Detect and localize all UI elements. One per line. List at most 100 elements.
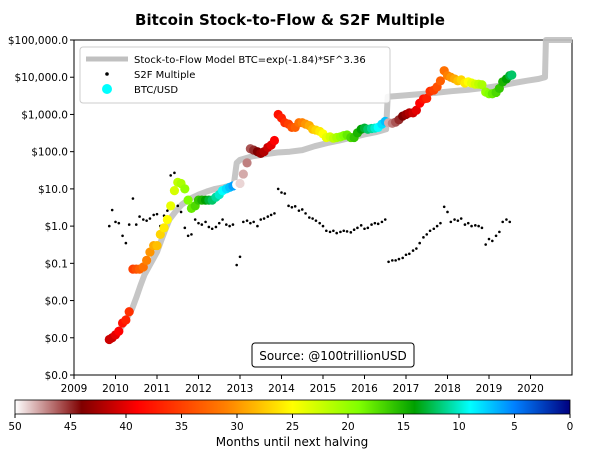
s2f-multiple-point (328, 230, 332, 234)
s2f-multiple-point (487, 237, 491, 241)
source-label: Source: @100trillionUSD (259, 349, 407, 363)
x-tick-label: 2012 (185, 383, 212, 395)
s2f-multiple-point (345, 230, 349, 233)
s2f-multiple-point (217, 221, 221, 225)
s2f-multiple-point (439, 221, 442, 225)
s2f-multiple-point (214, 225, 218, 229)
y-tick-label: $1,000.0 (21, 109, 68, 121)
s2f-multiple-point (142, 218, 145, 221)
s2f-multiple-point (221, 218, 224, 221)
s2f-multiple-point (466, 221, 470, 225)
s2f-multiple-point (145, 219, 148, 222)
btc-price-point (159, 223, 169, 233)
legend-price-swatch (102, 84, 112, 94)
s2f-multiple-point (311, 217, 314, 220)
colorbar-tick-label: 50 (8, 421, 21, 433)
x-tick-label: 2015 (310, 383, 337, 395)
s2f-multiple-point (404, 253, 408, 257)
source-box (251, 342, 415, 368)
colorbar-tick-label: 0 (567, 421, 574, 433)
s2f-multiple-point (401, 256, 404, 260)
s2f-multiple-point (173, 171, 176, 175)
s2f-multiple-point (127, 223, 131, 226)
s2f-multiple-point (266, 215, 270, 218)
btc-price-point (422, 93, 432, 103)
s2f-multiple-point (418, 241, 421, 245)
s2f-multiple-point (166, 209, 169, 212)
s2f-multiple-point (474, 224, 477, 227)
s2f-multiple-point (183, 226, 187, 230)
s2f-multiple-point (186, 234, 190, 238)
btc-price-point (124, 307, 134, 317)
s2f-multiple-point (107, 224, 111, 228)
legend-model-label: Stock-to-Flow Model BTC=exp(-1.84)*SF^3.… (134, 55, 366, 66)
x-tick-label: 2010 (102, 383, 129, 395)
s2f-multiple-point (380, 220, 384, 224)
btc-price-point (411, 105, 421, 115)
s2f-multiple-point (114, 220, 117, 224)
colorbar-tick-label: 30 (230, 421, 243, 433)
s2f-multiple-point (207, 225, 211, 229)
y-tick-label: $0.0 (45, 333, 68, 345)
s2f-multiple-point (314, 219, 318, 222)
s2f-multiple-point (193, 218, 197, 221)
s2f-multiple-point (494, 234, 498, 238)
s2f-multiple-point (477, 224, 480, 228)
s2f-multiple-point (262, 217, 266, 220)
s2f-multiple-point (176, 204, 180, 208)
s2f-multiple-point (456, 219, 460, 222)
s2f-multiple-point (117, 221, 121, 225)
s2f-multiple-point (197, 221, 200, 225)
y-tick-label: $10,000.0 (15, 72, 68, 84)
btc-price-point (152, 240, 162, 251)
colorbar-tick-label: 35 (175, 421, 188, 433)
colorbar-tick-label: 25 (286, 421, 299, 433)
s2f-multiple-point (415, 247, 418, 250)
s2f-multiple-point (335, 231, 338, 235)
s2f-multiple-point (276, 187, 280, 191)
s2f-multiple-point (349, 231, 353, 234)
chart-title: Bitcoin Stock-to-Flow & S2F Multiple (135, 11, 445, 29)
s2f-multiple-point (273, 212, 276, 215)
btc-price-point (435, 76, 446, 86)
colorbar-ticks: 50 45 40 35 30 25 20 15 10 5 0 (8, 414, 573, 433)
btc-price-point (166, 201, 176, 211)
s2f-multiple-point (394, 259, 397, 262)
s2f-multiple-point (484, 243, 487, 246)
s2f-multiple-point (121, 234, 124, 238)
y-tick-label: $1.0 (45, 221, 68, 233)
btc-price-point (477, 80, 487, 90)
legend-multiple-label: S2F Multiple (134, 70, 195, 81)
s2f-multiple-point (366, 226, 370, 230)
btc-price-point (121, 315, 131, 325)
s2f-multiple-point (408, 252, 411, 256)
x-tick-label: 2009 (61, 383, 88, 395)
s2f-multiple-point (245, 219, 249, 222)
s2f-multiple-point (318, 221, 321, 225)
s2f-multiple-point (200, 223, 204, 226)
y-axis: $100,000.0 $10,000.0 $1,000.0 $100.0 $10.0 $1… (8, 35, 74, 382)
x-tick-label: 2014 (268, 383, 295, 395)
s2f-multiple-point (138, 215, 141, 218)
s2f-multiple-point (425, 233, 429, 236)
y-tick-label: $0.1 (45, 258, 68, 270)
s2f-multiple-point (155, 212, 159, 216)
s2f-multiple-point (179, 210, 183, 214)
colorbar-tick-label: 5 (511, 421, 518, 433)
colorbar-tick-label: 15 (397, 421, 410, 433)
s2f-multiple-point (134, 223, 138, 226)
s2f-multiple-point (238, 255, 242, 259)
colorbar-label: Months until next halving (216, 435, 368, 449)
s2f-multiple-point (169, 174, 172, 177)
s2f-multiple-point (356, 226, 359, 230)
btc-price-point (180, 184, 190, 194)
x-tick-label: 2011 (144, 383, 171, 395)
s2f-multiple-point (110, 208, 114, 212)
s2f-multiple-point (256, 224, 259, 228)
x-tick-label: 2020 (517, 383, 544, 395)
s2f-multiple-point (148, 217, 152, 220)
x-tick-label: 2013 (227, 383, 254, 395)
y-tick-label: $100,000.0 (8, 35, 68, 47)
btc-price-point (269, 135, 280, 146)
s2f-multiple-point (470, 224, 473, 228)
